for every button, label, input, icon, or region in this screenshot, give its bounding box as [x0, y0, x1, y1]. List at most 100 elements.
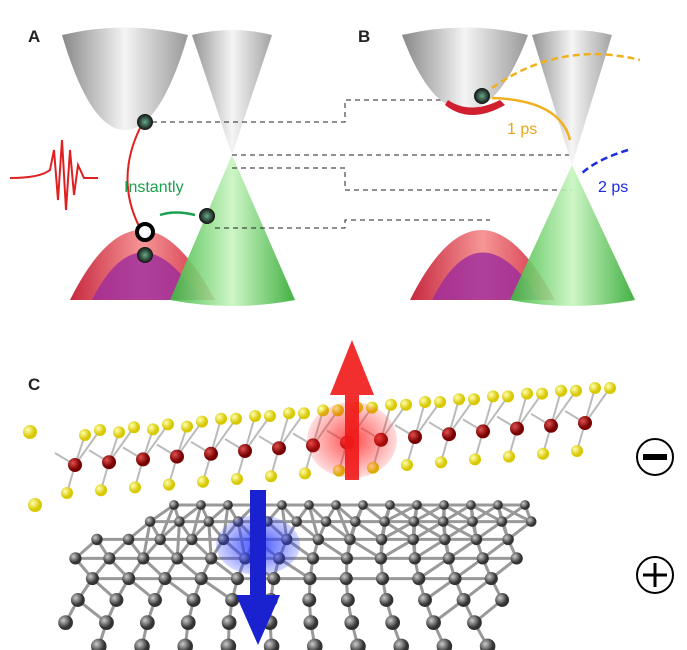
down-arrow: [236, 490, 280, 645]
sulfur-atom: [23, 425, 37, 439]
carbon-atom: [479, 638, 496, 650]
bond: [142, 423, 169, 460]
carbon-atom: [456, 593, 471, 607]
electron: [199, 208, 215, 224]
carbon-atom: [344, 533, 356, 546]
sulfur-atom: [589, 382, 601, 394]
sulfur-atom: [487, 390, 499, 403]
sulfur-atom: [128, 421, 140, 434]
sulfur-atom: [264, 410, 276, 422]
sulfur-atom: [502, 390, 514, 403]
electron: [137, 247, 153, 263]
carbon-atom: [223, 500, 233, 510]
carbon-atom: [139, 615, 155, 630]
sulfur-atom: [196, 415, 208, 428]
carbon-atom: [476, 552, 489, 565]
molybdenum-atom: [272, 441, 286, 456]
sulfur-atom: [230, 412, 242, 425]
carbon-atom: [230, 572, 245, 586]
sulfur-atom: [468, 393, 480, 406]
sulfur-atom: [385, 398, 397, 411]
panel-c: C: [23, 340, 674, 650]
carbon-atom: [177, 638, 193, 650]
sulfur-atom: [283, 407, 295, 420]
carbon-atom: [470, 533, 483, 546]
bond: [550, 390, 577, 427]
sulfur-atom: [571, 445, 583, 457]
carbon-atom: [320, 516, 332, 527]
sulfur-atom: [400, 398, 412, 411]
graphene-layer: [58, 500, 537, 650]
sulfur-atom: [503, 450, 515, 463]
sulfur-atom: [555, 384, 567, 397]
carbon-atom: [203, 516, 215, 527]
carbon-atom: [122, 572, 136, 586]
carbon-atom: [467, 615, 482, 630]
panel-label: A: [28, 27, 40, 46]
sulfur-atom: [215, 412, 227, 425]
carbon-atom: [510, 552, 523, 565]
conduction-band: [402, 27, 528, 110]
carbon-atom: [495, 593, 510, 607]
carbon-atom: [91, 533, 103, 546]
carbon-atom: [439, 533, 451, 546]
carbon-atom: [484, 572, 498, 586]
carbon-atom: [267, 572, 281, 586]
carbon-atom: [304, 500, 314, 510]
carbon-atom: [158, 572, 172, 586]
sulfur-atom: [469, 453, 481, 466]
carbon-atom: [307, 638, 323, 650]
carbon-atom: [393, 638, 409, 650]
carbon-atom: [225, 593, 240, 607]
carbon-atom: [358, 500, 368, 510]
panel-a: A Instantly: [9, 27, 295, 306]
valence-band-inner: [92, 252, 200, 300]
bond: [442, 503, 472, 523]
valence-band-inner: [432, 252, 540, 300]
electron: [474, 88, 490, 104]
carbon-atom: [418, 593, 432, 607]
carbon-atom: [375, 533, 388, 546]
carbon-atom: [350, 638, 366, 650]
carbon-atom: [340, 593, 355, 607]
molybdenum-atom: [136, 452, 150, 467]
carbon-atom: [186, 533, 198, 546]
light-pulse: [9, 139, 98, 211]
bond: [412, 520, 445, 541]
carbon-atom: [496, 516, 508, 527]
carbon-atom: [466, 500, 476, 510]
dirac-cone-top: [532, 30, 612, 165]
sulfur-atom: [570, 384, 582, 397]
sulfur-atom: [536, 387, 548, 400]
sulfur-atom: [163, 478, 175, 491]
electron-population: [445, 100, 505, 115]
carbon-atom: [205, 552, 218, 565]
bond: [448, 398, 475, 435]
carbon-atom: [180, 615, 196, 630]
carbon-atom: [385, 615, 401, 630]
carbon-atom: [448, 572, 462, 586]
carbon-atom: [303, 572, 317, 586]
bond: [108, 426, 135, 463]
bond: [413, 503, 445, 523]
carbon-atom: [220, 638, 237, 650]
bond: [74, 429, 101, 466]
bond: [278, 412, 305, 449]
sulfur-atom: [147, 423, 159, 436]
carbon-atom: [171, 552, 184, 565]
bond: [244, 415, 271, 452]
sulfur-atom: [129, 481, 141, 494]
sulfur-atom: [94, 424, 106, 436]
sulfur-atom: [521, 387, 533, 400]
carbon-atom: [408, 552, 421, 565]
sulfur-atom: [435, 456, 447, 469]
carbon-atom: [122, 533, 135, 546]
carbon-atom: [137, 552, 150, 565]
electron: [137, 114, 153, 130]
carbon-atom: [186, 593, 201, 607]
molybdenum-atom: [544, 418, 558, 433]
hole: [135, 222, 155, 242]
carbon-atom: [302, 593, 317, 607]
molybdenum-atom: [102, 455, 116, 470]
bond: [584, 387, 611, 424]
